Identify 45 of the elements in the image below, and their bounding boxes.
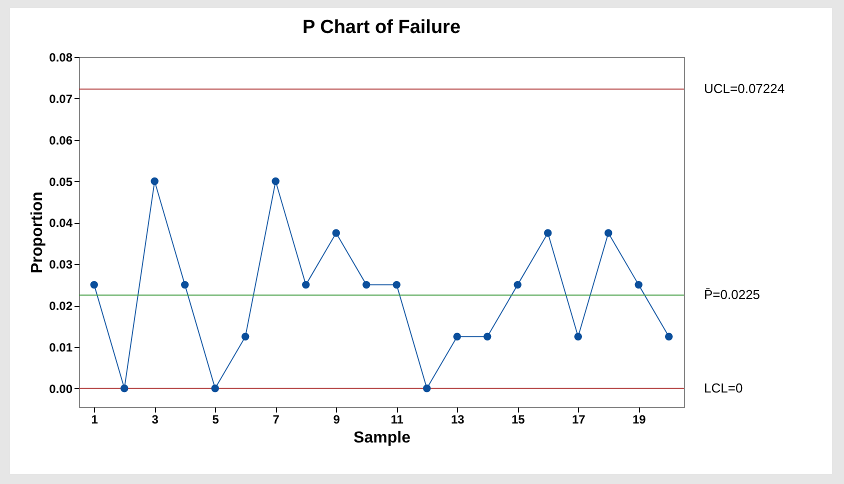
point	[453, 332, 461, 340]
point	[514, 280, 522, 289]
point	[423, 384, 431, 392]
ref-line-label: LCL=0	[704, 380, 743, 396]
x-tick-label: 1	[91, 412, 98, 426]
x-tick-label: 9	[333, 412, 340, 426]
x-tick-label: 19	[632, 412, 646, 426]
x-tick-label: 5	[212, 412, 220, 426]
y-tick-label: 0.07	[49, 92, 73, 106]
x-tick-label: 17	[572, 412, 586, 426]
y-tick-label: 0.06	[49, 133, 73, 148]
point	[272, 177, 280, 186]
point	[604, 229, 612, 237]
x-axis-title: Sample	[354, 430, 411, 446]
y-tick-label: 0.02	[49, 299, 73, 314]
x-tick-label: 13	[450, 412, 465, 426]
point	[150, 177, 158, 186]
ref-line-label: UCL=0.07224	[704, 81, 785, 96]
point	[302, 280, 310, 289]
y-tick-label: 0.01	[49, 340, 73, 354]
y-tick-label: 0.00	[49, 382, 73, 396]
y-tick-label: 0.05	[49, 174, 73, 189]
point	[634, 280, 642, 289]
point	[392, 280, 400, 289]
ref-line-label: P̄=0.0225	[704, 287, 760, 302]
point	[242, 332, 250, 340]
point	[484, 332, 492, 340]
point	[665, 332, 673, 340]
point	[181, 280, 189, 289]
x-tick-label: 11	[390, 412, 404, 426]
point	[90, 280, 98, 289]
x-tick-label: 3	[152, 412, 159, 426]
y-tick-label: 0.04	[49, 216, 73, 230]
y-tick-label: 0.03	[49, 258, 73, 272]
x-tick-label: 7	[272, 412, 280, 426]
point	[544, 229, 552, 237]
point	[120, 384, 128, 392]
y-axis-title: Proportion	[29, 192, 46, 274]
y-tick-label: 0.08	[49, 50, 73, 64]
point	[574, 332, 582, 340]
x-tick-label: 15	[511, 412, 526, 426]
point	[211, 384, 219, 392]
point	[332, 229, 340, 237]
chart-title: P Chart of Failure	[302, 17, 461, 38]
point	[362, 280, 370, 289]
